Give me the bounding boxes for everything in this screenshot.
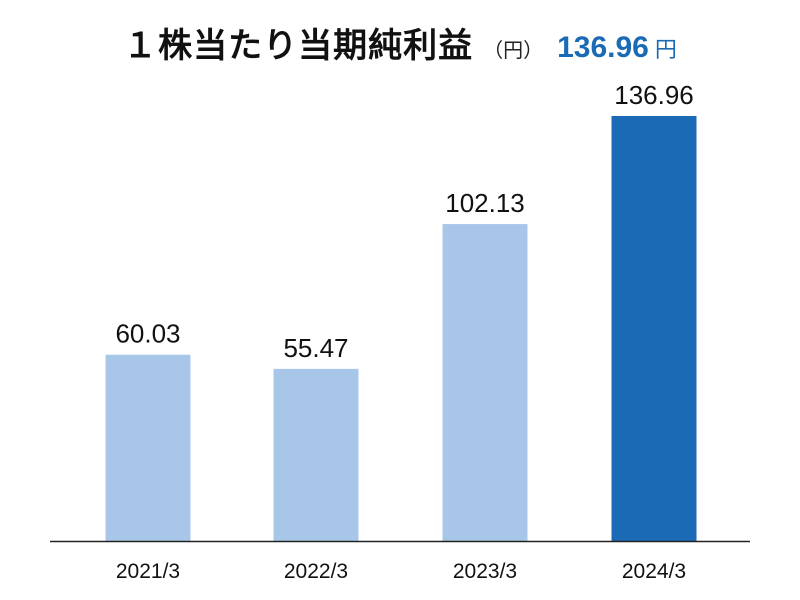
data-label: 55.47 (283, 333, 348, 363)
data-label: 102.13 (445, 188, 525, 218)
x-tick-label: 2021/3 (116, 560, 180, 583)
x-tick-label: 2024/3 (622, 560, 686, 583)
chart-title-row: １株当たり当期純利益 （円） 136.96 円 (0, 18, 800, 74)
data-label: 136.96 (614, 80, 694, 110)
bar-2022-3 (273, 368, 359, 541)
highlight-value: 136.96 (557, 31, 649, 64)
data-label: 60.03 (115, 319, 180, 349)
highlight-unit: 円 (654, 38, 677, 63)
bar-2024-3 (611, 116, 697, 541)
bar-2021-3 (105, 354, 191, 541)
bar-2023-3 (442, 224, 528, 542)
x-tick-label: 2022/3 (284, 560, 348, 583)
chart-title: １株当たり当期純利益 (123, 26, 474, 66)
chart-unit-label: （円） (483, 38, 544, 62)
x-tick-label: 2023/3 (453, 560, 517, 583)
